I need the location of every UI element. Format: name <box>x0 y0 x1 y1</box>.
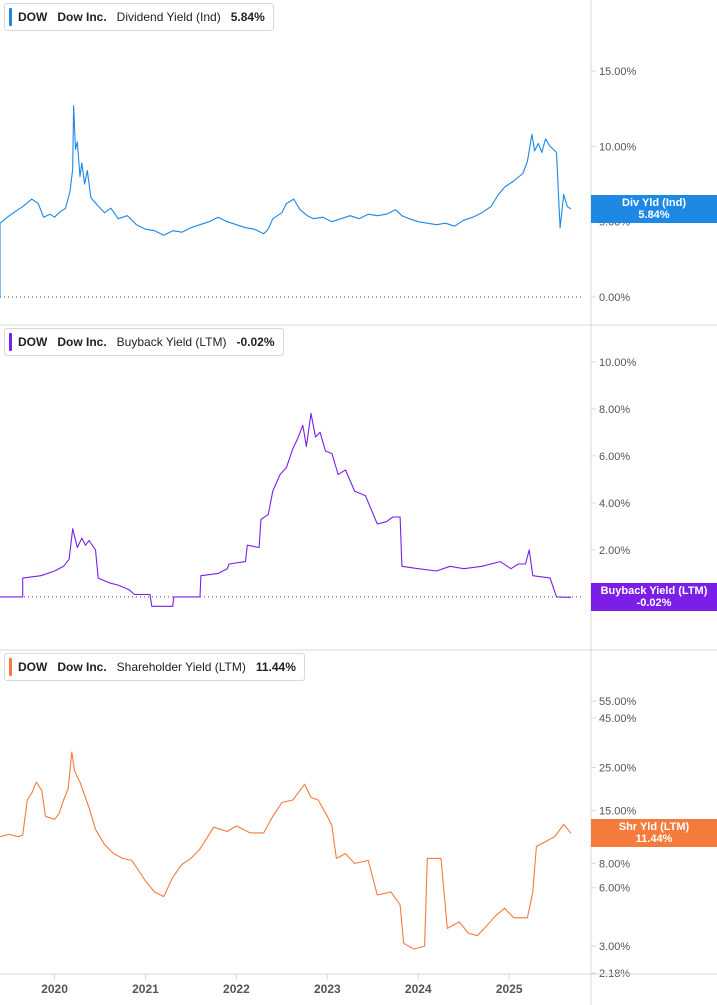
legend-swatch <box>9 658 12 676</box>
current-value-badge-1: Div Yld (Ind) 5.84% <box>591 195 717 224</box>
y-tick-label: 4.00% <box>599 498 630 510</box>
y-tick-label: 45.00% <box>599 713 637 725</box>
legend-metric: Shareholder Yield (LTM) <box>116 660 246 674</box>
y-tick-label: 0.00% <box>599 292 630 304</box>
y-tick-label: 15.00% <box>599 806 637 818</box>
legend-ticker: DOW <box>18 335 48 349</box>
x-tick-label: 2020 <box>41 982 68 996</box>
y-tick-label: 6.00% <box>599 883 630 895</box>
y-tick-label: 25.00% <box>599 762 637 774</box>
badge-label: Buyback Yield (LTM) <box>600 585 708 598</box>
series-line-2 <box>0 412 572 607</box>
series-line-3 <box>0 751 572 950</box>
legend-value: 11.44% <box>255 660 296 674</box>
y-tick-label: 6.00% <box>599 451 630 463</box>
legend-2: DOW Dow Inc. Buyback Yield (LTM) -0.02% <box>4 328 284 356</box>
badge-value: -0.02% <box>636 597 672 610</box>
legend-metric: Buyback Yield (LTM) <box>116 335 227 349</box>
legend-value: -0.02% <box>236 335 275 349</box>
y-tick-label: 10.00% <box>599 141 637 153</box>
legend-ticker: DOW <box>18 660 48 674</box>
x-tick-label: 2024 <box>405 982 432 996</box>
y-tick-label: 2.00% <box>599 545 630 557</box>
legend-3: DOW Dow Inc. Shareholder Yield (LTM) 11.44% <box>4 653 305 681</box>
badge-value: 5.84% <box>638 209 670 222</box>
legend-ticker: DOW <box>18 10 48 24</box>
legend-company: Dow Inc. <box>57 10 107 24</box>
x-tick-label: 2021 <box>132 982 159 996</box>
legend-value: 5.84% <box>230 10 265 24</box>
legend-company: Dow Inc. <box>57 660 107 674</box>
legend-metric: Dividend Yield (Ind) <box>116 10 221 24</box>
legend-swatch <box>9 333 12 351</box>
legend-company: Dow Inc. <box>57 335 107 349</box>
badge-label: Shr Yld (LTM) <box>618 821 690 834</box>
y-tick-label: 15.00% <box>599 66 637 78</box>
y-tick-label: 8.00% <box>599 858 630 870</box>
legend-swatch <box>9 8 12 26</box>
legend-1: DOW Dow Inc. Dividend Yield (Ind) 5.84% <box>4 3 274 31</box>
badge-label: Div Yld (Ind) <box>622 197 686 210</box>
x-tick-label: 2023 <box>314 982 341 996</box>
current-value-badge-3: Shr Yld (LTM) 11.44% <box>591 819 717 848</box>
badge-value: 11.44% <box>635 833 673 846</box>
y-tick-label: 3.00% <box>599 941 630 953</box>
x-tick-label: 2022 <box>223 982 250 996</box>
current-value-badge-2: Buyback Yield (LTM) -0.02% <box>591 583 717 612</box>
y-tick-label: 55.00% <box>599 696 637 708</box>
y-tick-label: 8.00% <box>599 404 630 416</box>
y-tick-label: 10.00% <box>599 357 637 369</box>
x-tick-label: 2025 <box>496 982 523 996</box>
series-line-1 <box>0 105 572 297</box>
